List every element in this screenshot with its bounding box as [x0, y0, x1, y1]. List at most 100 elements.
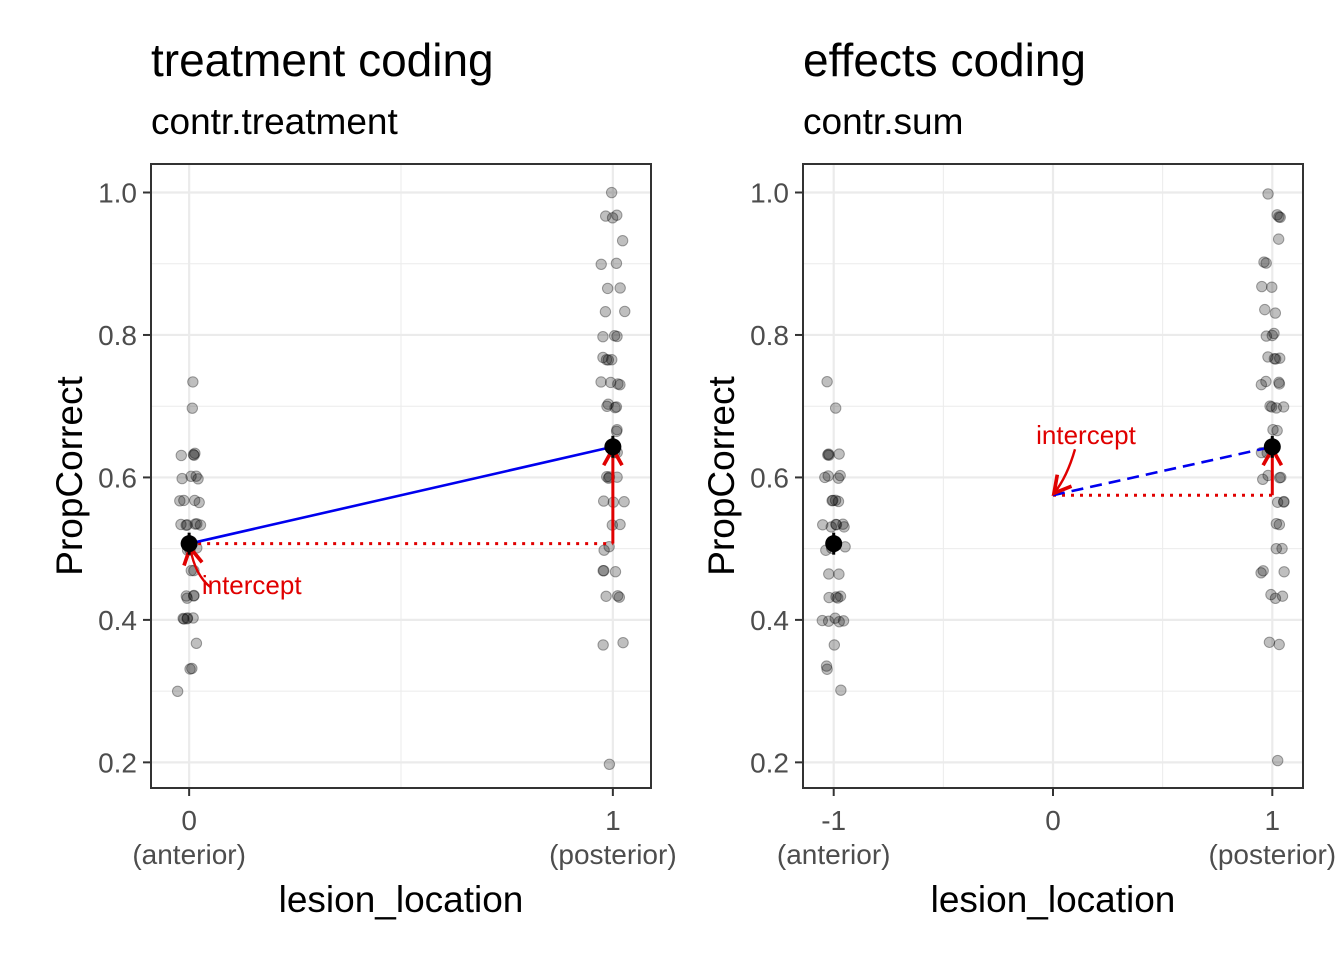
- data-point: [1278, 495, 1290, 508]
- intercept-label: intercept: [1036, 420, 1136, 450]
- data-point: [830, 591, 842, 603]
- data-point: [1266, 401, 1278, 413]
- data-point: [822, 449, 834, 461]
- data-point: [595, 376, 607, 388]
- data-point: [597, 330, 609, 343]
- data-point: [833, 615, 845, 628]
- data-point: [600, 210, 612, 222]
- data-point: [602, 354, 614, 366]
- data-point: [1260, 375, 1272, 388]
- data-point: [606, 212, 619, 224]
- data-point: [826, 494, 838, 507]
- data-point: [1273, 638, 1285, 651]
- data-point: [1262, 188, 1274, 200]
- data-point: [610, 257, 623, 270]
- data-point: [834, 469, 846, 482]
- data-point: [604, 376, 617, 389]
- data-point: [1273, 376, 1285, 389]
- chart-subtitle: contr.treatment: [151, 101, 399, 142]
- data-point: [1277, 401, 1290, 413]
- data-point: [187, 448, 200, 461]
- mean-point: [1263, 438, 1281, 456]
- data-point: [1275, 471, 1287, 484]
- data-point: [1263, 636, 1276, 648]
- data-point: [614, 282, 626, 294]
- data-point: [611, 209, 623, 221]
- x-tick-sublabel: (anterior): [777, 839, 891, 870]
- data-point: [610, 425, 623, 438]
- data-point: [1259, 303, 1271, 316]
- data-point: [1265, 588, 1277, 601]
- data-point: [822, 470, 834, 482]
- data-point: [837, 518, 849, 530]
- data-point: [612, 590, 624, 602]
- data-point: [1257, 565, 1269, 577]
- data-point: [829, 402, 842, 414]
- data-point: [829, 494, 842, 507]
- data-point: [833, 568, 845, 580]
- data-point: [1262, 351, 1274, 363]
- data-point: [1270, 517, 1283, 530]
- data-point: [180, 519, 192, 531]
- data-point: [184, 663, 196, 675]
- data-point: [609, 401, 621, 414]
- data-point: [603, 540, 615, 553]
- data-point: [1273, 378, 1286, 390]
- data-point: [187, 376, 199, 388]
- data-point: [186, 402, 199, 414]
- x-tick-sublabel: (posterior): [1209, 839, 1337, 870]
- data-point: [822, 448, 835, 460]
- data-point: [834, 590, 847, 602]
- data-point: [190, 637, 203, 650]
- data-point: [832, 592, 844, 604]
- data-point: [599, 306, 612, 318]
- data-point: [613, 591, 626, 603]
- data-point: [619, 305, 631, 318]
- data-point: [176, 472, 188, 485]
- data-point: [1270, 542, 1283, 555]
- data-point: [194, 519, 207, 531]
- data-point: [181, 592, 193, 604]
- data-point: [178, 494, 190, 507]
- y-tick-label: 0.8: [750, 320, 789, 351]
- x-tick-label: -1: [821, 805, 846, 836]
- mean-point: [825, 535, 843, 553]
- data-point: [595, 258, 607, 270]
- data-point: [1271, 209, 1283, 221]
- y-tick-label: 0.6: [750, 462, 789, 493]
- data-point: [1268, 352, 1281, 365]
- intercept-arrow: [1054, 448, 1077, 493]
- x-tick-label: 1: [605, 805, 621, 836]
- data-point: [597, 351, 609, 364]
- data-point: [190, 470, 202, 482]
- intercept-arrow: [190, 548, 212, 589]
- y-tick-label: 1.0: [750, 177, 789, 208]
- data-point: [1269, 353, 1282, 365]
- data-point: [187, 612, 199, 624]
- data-point: [1267, 424, 1279, 436]
- data-point: [612, 378, 624, 390]
- data-point: [610, 401, 623, 413]
- data-point: [1269, 307, 1282, 319]
- data-point: [189, 518, 201, 530]
- data-point: [181, 613, 193, 625]
- data-point: [822, 615, 835, 627]
- y-tick-label: 0.6: [98, 462, 137, 493]
- x-tick-sublabel: (anterior): [132, 839, 246, 870]
- data-point: [178, 613, 190, 625]
- data-point: [1278, 496, 1290, 508]
- data-point: [1271, 424, 1283, 437]
- x-tick-label: 0: [181, 805, 197, 836]
- x-tick-sublabel: (posterior): [549, 839, 677, 870]
- data-point: [614, 378, 626, 391]
- data-point: [820, 660, 833, 672]
- x-axis-title: lesion_location: [931, 879, 1176, 920]
- data-point: [825, 521, 837, 533]
- data-point: [171, 685, 184, 698]
- mean-point: [180, 535, 198, 553]
- data-point: [188, 589, 200, 602]
- y-tick-label: 0.8: [98, 320, 137, 351]
- data-point: [1276, 590, 1289, 602]
- data-point: [828, 639, 841, 651]
